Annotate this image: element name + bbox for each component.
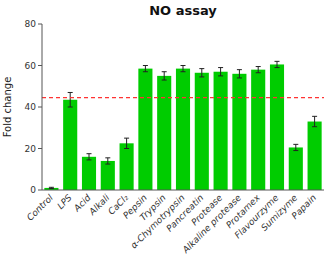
y-tick-label: 20	[25, 144, 37, 154]
x-axis	[42, 190, 324, 191]
y-tick-label: 60	[25, 61, 37, 71]
error-bar	[143, 66, 148, 72]
y-tick	[38, 65, 42, 66]
bar	[63, 100, 77, 190]
title: NO assay	[149, 3, 217, 18]
y-tick-label: 40	[25, 102, 37, 112]
bar	[214, 72, 228, 190]
y-axis-label: Fold change	[2, 77, 13, 138]
y-tick-label: 0	[30, 185, 36, 195]
bar	[289, 147, 303, 190]
reference-line	[42, 97, 324, 98]
y-tick-label: 80	[25, 19, 37, 29]
error-bar	[162, 72, 167, 80]
chart: 020406080ControlLPSAcidAlkaliCaCl₂Pepsin…	[0, 0, 332, 262]
error-bar	[87, 154, 92, 160]
y-tick	[38, 24, 42, 25]
error-bar	[312, 116, 317, 126]
x-tick-label: LPS	[55, 192, 74, 211]
error-bar	[105, 158, 110, 164]
bar	[120, 143, 134, 190]
y-tick	[38, 190, 42, 191]
error-bar	[256, 67, 261, 73]
bars	[42, 61, 324, 190]
error-bar	[68, 92, 73, 107]
bar	[138, 69, 152, 190]
bar	[101, 161, 115, 190]
error-bar	[49, 187, 54, 188]
bar	[308, 122, 322, 190]
error-bar	[181, 66, 186, 72]
x-tick-label: Papain	[290, 192, 319, 221]
bar	[251, 70, 265, 190]
bar	[232, 74, 246, 190]
error-bar	[218, 68, 223, 76]
bar	[270, 64, 284, 190]
y-tick	[38, 107, 42, 108]
bar	[82, 157, 96, 190]
error-bar	[124, 138, 129, 148]
bar	[195, 73, 209, 190]
bar	[176, 69, 190, 190]
error-bar	[237, 70, 242, 78]
error-bar	[275, 61, 280, 67]
error-bar	[199, 69, 204, 77]
bar	[157, 76, 171, 190]
x-tick-label: Alkali	[86, 192, 111, 217]
x-tick-label: Control	[25, 192, 56, 223]
error-bar	[293, 144, 298, 150]
y-axis	[42, 24, 43, 190]
y-tick	[38, 148, 42, 149]
